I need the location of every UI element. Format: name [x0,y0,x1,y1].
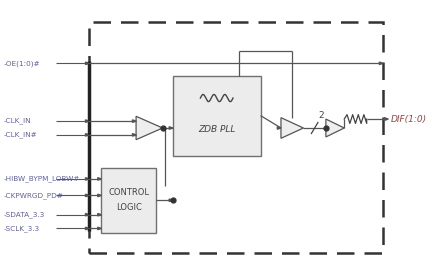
Text: ZDB PLL: ZDB PLL [198,125,235,134]
Polygon shape [133,120,136,122]
Text: -SCLK_3.3: -SCLK_3.3 [3,225,40,232]
Text: -CLK_IN: -CLK_IN [3,118,31,125]
Polygon shape [86,194,89,197]
Polygon shape [281,118,303,138]
Text: -SDATA_3.3: -SDATA_3.3 [3,211,44,218]
Polygon shape [326,119,344,137]
Polygon shape [86,178,89,180]
Text: -CKPWRGD_PD#: -CKPWRGD_PD# [3,192,64,199]
Polygon shape [277,127,281,129]
Text: 2: 2 [318,111,324,120]
Polygon shape [379,62,383,64]
Polygon shape [98,214,102,216]
Bar [89,22,383,253]
Text: LOGIC: LOGIC [116,203,142,212]
Polygon shape [169,127,173,129]
Polygon shape [98,227,102,230]
Polygon shape [86,120,89,122]
Polygon shape [169,199,173,202]
Bar [102,168,156,233]
Polygon shape [98,178,102,180]
Polygon shape [86,134,89,136]
Polygon shape [133,134,136,136]
Polygon shape [136,116,162,140]
Polygon shape [86,214,89,216]
Bar [173,76,260,155]
Text: -OE(1:0)#: -OE(1:0)# [3,60,40,66]
Text: CONTROL: CONTROL [108,188,149,197]
Text: DIF(1:0): DIF(1:0) [391,115,427,123]
Text: -HIBW_BYPM_LOBW#: -HIBW_BYPM_LOBW# [3,175,80,182]
Polygon shape [384,118,388,120]
Polygon shape [86,62,89,64]
Polygon shape [98,194,102,197]
Polygon shape [86,227,89,230]
Text: -CLK_IN#: -CLK_IN# [3,131,37,138]
